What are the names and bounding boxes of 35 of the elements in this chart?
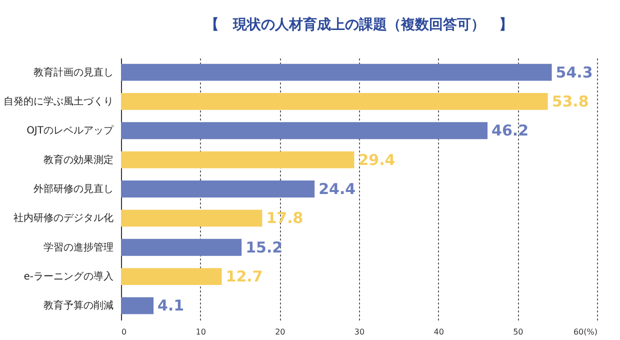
data-label: 29.4 — [358, 150, 396, 169]
bar — [121, 268, 222, 285]
y-tick-label: 外部研修の見直し — [34, 183, 114, 195]
x-tick-label: 20 — [275, 328, 286, 336]
y-tick-label: e-ラーニングの導入 — [24, 270, 114, 283]
bar — [121, 122, 488, 140]
x-tick-label: 0 — [122, 328, 127, 336]
data-label: 15.2 — [246, 238, 283, 256]
y-tick-label: 社内研修のデジタル化 — [14, 212, 114, 224]
data-label: 4.1 — [158, 296, 184, 315]
bar — [121, 238, 242, 256]
data-label: 24.4 — [318, 180, 356, 198]
bar — [121, 64, 552, 81]
bar — [121, 297, 154, 314]
y-tick-label: 教育計画の見直し — [34, 66, 114, 78]
data-label: 46.2 — [492, 122, 529, 140]
bar — [121, 151, 354, 168]
y-tick-label: 学習の進捗管理 — [44, 241, 114, 254]
data-label: 12.7 — [226, 268, 263, 286]
y-tick-label: 教育予算の削減 — [44, 300, 114, 312]
y-tick-label: 教育の効果測定 — [44, 154, 114, 166]
bar — [121, 93, 548, 110]
x-tick-label: 60(%) — [573, 328, 598, 336]
data-label: 54.3 — [556, 63, 593, 82]
chart-title: 【 現状の人材育成上の課題（複数回答可） 】 — [205, 16, 513, 33]
y-tick-label: 自発的に学ぶ風土づくり — [4, 95, 114, 108]
x-tick-label: 50 — [513, 328, 524, 336]
bar — [121, 210, 262, 227]
x-tick-label: 30 — [354, 328, 365, 336]
x-tick-label: 40 — [434, 328, 444, 336]
data-label: 17.8 — [266, 209, 304, 228]
x-tick-label: 10 — [196, 328, 206, 336]
y-tick-label: OJTのレベルアップ — [26, 124, 114, 137]
data-label: 53.8 — [552, 92, 589, 110]
bar — [121, 180, 315, 198]
